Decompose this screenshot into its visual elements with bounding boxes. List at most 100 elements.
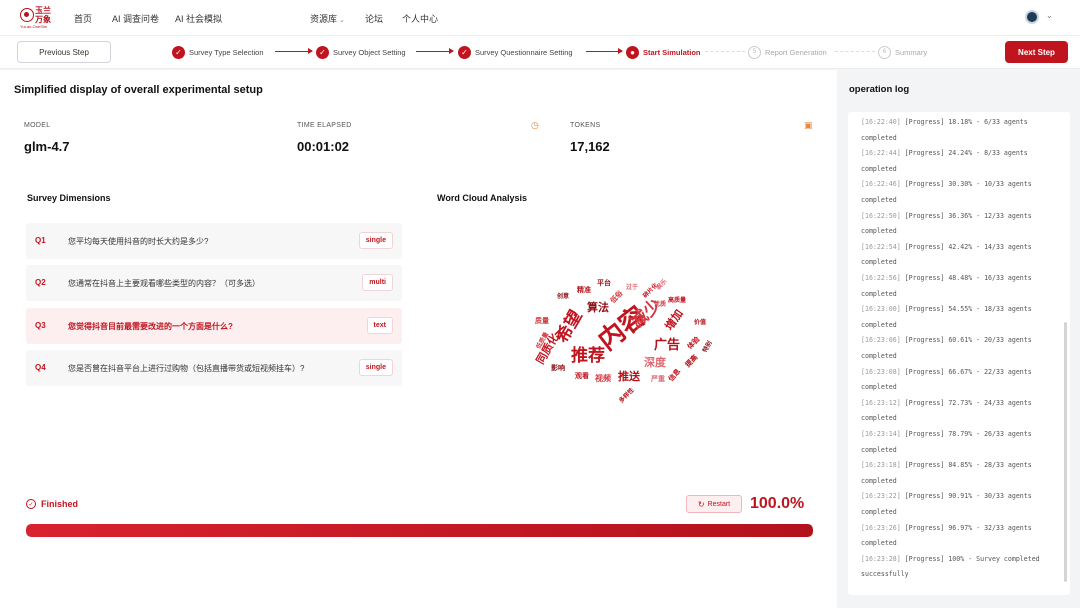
log-message: [Progress] 18.18% - 6/33 agents complete… [861,118,1028,142]
step-arrow [416,48,454,54]
nav-resources[interactable]: 资源库 ⌄ [310,12,345,25]
word-cloud-word: 增加 [663,307,686,333]
step-connector [835,51,875,52]
log-timestamp: [16:22:50] [861,211,901,220]
check-circle-icon: ✓ [26,499,36,509]
word-cloud-title: Word Cloud Analysis [437,193,528,203]
scrollbar[interactable] [1064,322,1067,582]
step-summary[interactable]: 6 Summary [878,45,927,59]
step-survey-questionnaire[interactable]: ✓ Survey Questionnaire Setting [458,45,573,59]
step-label: Report Generation [765,47,827,57]
question-type-badge: text [366,317,393,334]
log-timestamp: [16:22:46] [861,180,901,189]
question-id: Q1 [35,236,46,245]
question-row[interactable]: Q2 您通常在抖音上主要观看哪些类型的内容？（可多选） multi [26,265,402,301]
nav-resources-label: 资源库 [310,14,338,24]
metric-label: TIME ELAPSED [297,122,352,129]
question-text: 您觉得抖音目前最需要改进的一个方面是什么? [68,322,233,331]
nav-home[interactable]: 首页 [74,14,93,24]
chevron-down-icon[interactable]: ⌄ [1046,11,1053,20]
log-message: [Progress] 30.30% - 10/33 agents complet… [861,180,1032,204]
word-cloud-word: 视频 [595,374,611,383]
log-timestamp: [16:23:22] [861,492,901,501]
nav-forum[interactable]: 论坛 [365,14,384,24]
log-message: [Progress] 72.73% - 24/33 agents complet… [861,398,1032,423]
log-timestamp: [16:23:00] [861,305,901,314]
step-survey-object[interactable]: ✓ Survey Object Setting [316,45,406,59]
log-entry: [16:22:46] [Progress] 30.30% - 10/33 age… [861,177,1061,208]
step-number: 6 [878,45,891,59]
logo-subtitle: YuLan-OneSim [20,24,48,29]
log-entry: [16:22:50] [Progress] 36.36% - 12/33 age… [861,209,1061,240]
previous-step-button[interactable]: Previous Step [17,41,111,63]
word-cloud-word: 广告 [654,337,681,352]
log-list[interactable]: [16:22:40] [Progress] 18.18% - 6/33 agen… [848,112,1070,595]
log-entry: [16:23:26] [Progress] 96.97% - 32/33 age… [861,521,1061,552]
metric-model: MODEL glm-4.7 [14,112,278,167]
clock-icon: ◷ [531,120,539,130]
status-label: Finished [41,499,79,509]
question-type-badge: multi [362,274,393,291]
log-message: [Progress] 36.36% - 12/33 agents complet… [861,211,1032,236]
question-text: 您是否曾在抖音平台上进行过购物（包括直播带货或短视频挂车）? [68,364,305,373]
step-report-generation[interactable]: 5 Report Generation [748,45,827,59]
nav-personal-center[interactable]: 个人中心 [402,14,439,24]
step-label: Summary [895,47,928,57]
word-cloud-word: 信息 [667,367,683,384]
metric-tokens: TOKENS 17,162 ▣ [560,112,824,167]
nav-ai-social-sim[interactable]: AI 社会模拟 [175,14,223,24]
word-cloud-word: 推荐 [571,346,605,365]
step-survey-type[interactable]: ✓ Survey Type Selection [172,45,264,59]
avatar[interactable] [1025,10,1039,24]
step-arrow [275,48,313,54]
status-finished: ✓ Finished [26,499,78,509]
question-row[interactable]: Q3 您觉得抖音目前最需要改进的一个方面是什么? text [26,308,402,344]
step-label: Survey Questionnaire Setting [475,47,573,57]
word-cloud-word: 过于 [626,285,639,291]
log-entry: [16:22:54] [Progress] 42.42% - 14/33 age… [861,240,1061,271]
log-entry: [16:22:56] [Progress] 48.48% - 16/33 age… [861,271,1061,302]
word-cloud-word: 深度 [644,357,666,369]
log-entry: [16:23:18] [Progress] 84.85% - 28/33 age… [861,458,1061,489]
question-id: Q3 [35,321,46,330]
metric-value: 17,162 [570,139,610,154]
question-row[interactable]: Q1 您平均每天使用抖音的时长大约是多少? single [26,223,402,259]
logo-mark-icon [20,8,34,22]
metric-label: TOKENS [570,122,601,129]
log-entry: [16:22:44] [Progress] 24.24% - 8/33 agen… [861,146,1061,177]
next-step-button[interactable]: Next Step [1005,41,1068,63]
metric-time-elapsed: TIME ELAPSED 00:01:02 ◷ [287,112,551,167]
question-type-badge: single [358,359,393,376]
step-label: Survey Type Selection [189,47,264,57]
question-id: Q4 [35,363,46,372]
restart-button[interactable]: ↻ Restart [686,495,742,513]
log-message: [Progress] 54.55% - 18/33 agents complet… [861,305,1032,329]
word-cloud-word: 优质 [654,302,667,308]
question-row[interactable]: Q4 您是否曾在抖音平台上进行过购物（包括直播带货或短视频挂车）? single [26,350,402,386]
step-start-simulation[interactable]: ● Start Simulation [626,45,701,59]
log-message: [Progress] 42.42% - 14/33 agents complet… [861,242,1032,267]
log-timestamp: [16:23:06] [861,336,901,345]
top-navigation: 玉兰万象 YuLan-OneSim 首页 AI 调查问卷 AI 社会模拟 资源库… [0,0,1080,36]
main-panel: Simplified display of overall experiment… [0,70,837,608]
word-cloud-word: 推送 [618,371,640,383]
log-timestamp: [16:22:44] [861,149,901,158]
log-timestamp: [16:23:18] [861,461,901,470]
token-icon: ▣ [804,120,813,130]
check-icon: ✓ [458,45,471,59]
step-label: Survey Object Setting [333,47,406,57]
operation-log-panel: operation log [16:22:40] [Progress] 18.1… [838,70,1080,608]
word-cloud-word: 平台 [597,280,611,287]
log-message: [Progress] 84.85% - 28/33 agents complet… [861,461,1032,485]
word-cloud-word: 严重 [651,376,665,383]
log-message: [Progress] 90.91% - 30/33 agents complet… [861,492,1032,516]
word-cloud-word: 体验 [686,336,702,351]
log-entry: [16:22:40] [Progress] 18.18% - 6/33 agen… [861,115,1061,146]
check-icon: ✓ [172,45,185,59]
word-cloud-word: 观看 [575,373,589,380]
app-logo[interactable]: 玉兰万象 YuLan-OneSim [20,6,54,30]
log-timestamp: [16:23:14] [861,430,901,438]
page-title: Simplified display of overall experiment… [14,84,263,96]
word-cloud-word: 影响 [551,365,565,372]
nav-ai-survey[interactable]: AI 调查问卷 [112,14,160,24]
